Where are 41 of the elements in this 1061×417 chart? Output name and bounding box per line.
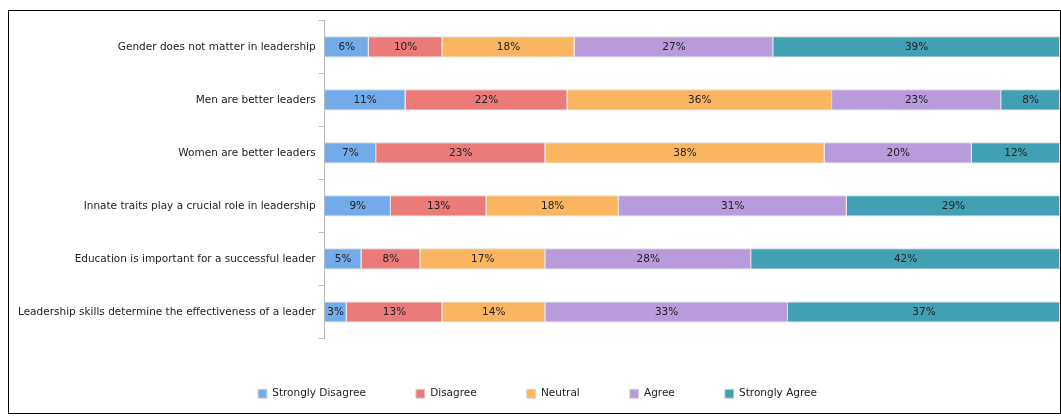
data-label: 37% <box>912 304 936 317</box>
data-label: 28% <box>636 251 660 264</box>
data-label: 38% <box>673 145 697 158</box>
data-label: 7% <box>342 145 359 158</box>
data-label: 18% <box>540 198 565 211</box>
data-label: 20% <box>886 145 910 158</box>
data-label: 14% <box>482 304 506 317</box>
data-label: 42% <box>893 251 918 264</box>
y-tick-label: Leadership skills determine the effectiveness of a leader <box>18 304 317 317</box>
data-label: 23% <box>449 145 473 158</box>
y-tick-label: Gender does not matter in leadership <box>117 39 316 52</box>
y-tick-label: Men are better leaders <box>195 92 316 105</box>
data-label: 17% <box>471 251 495 264</box>
data-label: 18% <box>496 39 521 52</box>
data-label: 11% <box>353 92 377 105</box>
data-label: 5% <box>334 251 352 264</box>
data-label: 10% <box>393 39 418 52</box>
data-label: 8% <box>1022 92 1039 105</box>
data-label: 23% <box>904 92 929 105</box>
y-tick-label: Innate traits play a crucial role in leadership <box>83 198 316 211</box>
data-label: 9% <box>349 198 367 211</box>
legend-label: Agree <box>643 386 675 399</box>
data-label: 8% <box>382 251 400 264</box>
legend-label: Strongly Disagree <box>272 386 366 399</box>
legend-label: Disagree <box>430 386 477 399</box>
data-label: 12% <box>1004 145 1028 158</box>
legend-label: Neutral <box>540 386 580 399</box>
legend-label: Strongly Agree <box>739 386 818 399</box>
data-label: 27% <box>662 39 686 52</box>
data-label: 29% <box>941 198 966 211</box>
data-label: 36% <box>688 92 712 105</box>
data-label: 31% <box>721 198 745 211</box>
data-label: 33% <box>654 304 679 317</box>
data-label: 22% <box>474 92 499 105</box>
data-label: 39% <box>904 39 929 52</box>
data-label: 3% <box>327 304 345 317</box>
data-label: 13% <box>426 198 451 211</box>
data-label: 6% <box>338 39 356 52</box>
y-tick-label: Women are better leaders <box>178 145 316 158</box>
data-label: 13% <box>382 304 407 317</box>
y-tick-label: Education is important for a successful leader <box>74 251 317 264</box>
